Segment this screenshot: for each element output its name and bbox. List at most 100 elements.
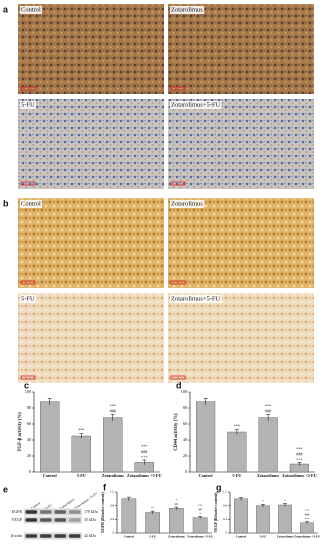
- bar: [258, 417, 278, 473]
- x-tick-label: 5-FU: [232, 473, 241, 478]
- scale-bar: [20, 181, 36, 186]
- blot-band: [40, 534, 52, 538]
- size-label: 35 kDa: [84, 517, 96, 522]
- bar: [256, 505, 270, 534]
- micrograph: [168, 99, 314, 189]
- label-background: [20, 100, 37, 109]
- micrograph-label: Zotarolimus: [171, 200, 203, 207]
- bar: [192, 517, 208, 534]
- significance-label: **: [151, 506, 155, 510]
- significance-label: *: [176, 498, 178, 502]
- panel-label: c: [24, 380, 29, 390]
- blot-band: [69, 534, 81, 538]
- x-tick-label: Zotarolimus +5-FU: [282, 473, 317, 478]
- x-tick-label: Zotarolimus: [168, 535, 186, 539]
- micrograph: [18, 99, 164, 189]
- panel-label: a: [3, 4, 9, 14]
- label-background: [170, 100, 222, 109]
- blot-band: [40, 510, 52, 514]
- micrograph-label: 5-FU: [21, 101, 35, 108]
- micrograph-label: Zotarolimus: [171, 6, 203, 13]
- x-tick-label: Zotarolimus: [102, 473, 124, 478]
- y-tick-label: 100: [181, 389, 187, 394]
- row-label: EGFR: [12, 509, 23, 514]
- label-background: [170, 294, 222, 303]
- x-tick-label: 5-FU: [260, 535, 268, 539]
- significance-label: ##: [175, 502, 179, 506]
- micrograph-label: Zotarolimus+5-FU: [171, 295, 220, 302]
- x-tick-label: Zotarolimus: [257, 473, 279, 478]
- x-tick-label: Zotarolimus: [277, 535, 295, 539]
- micrograph: [18, 293, 164, 383]
- significance-label: ***: [265, 403, 271, 408]
- blot-band: [54, 510, 66, 514]
- scale-bar: [20, 280, 36, 285]
- y-tick-label: 60: [27, 421, 31, 426]
- x-tick-label: Control: [124, 535, 135, 539]
- label-background: [170, 199, 205, 208]
- y-tick-label: 20: [27, 453, 31, 458]
- lane-label: Zotarolimus +5-FU: [73, 491, 98, 510]
- micrograph-label: Zotarolimus+5-FU: [171, 101, 220, 108]
- blot-strip: [24, 532, 82, 540]
- y-tick-label: 0: [29, 469, 31, 474]
- micrograph-label: Control: [21, 6, 41, 13]
- significance-label: ***: [296, 446, 302, 451]
- blot-band: [69, 518, 81, 522]
- bar: [234, 498, 248, 534]
- scale-bar: [170, 181, 186, 186]
- x-tick-label: 5-FU: [77, 473, 86, 478]
- label-background: [20, 294, 37, 303]
- x-tick-label: Control: [236, 535, 247, 539]
- bar: [121, 498, 137, 534]
- significance-label: ###: [265, 408, 272, 413]
- y-tick-label: 0.4: [110, 517, 114, 521]
- micrograph-label: Control: [21, 200, 41, 207]
- scale-bar: [20, 375, 36, 380]
- significance-label: ###: [305, 512, 310, 516]
- significance-label: +++: [296, 456, 304, 461]
- y-tick-label: 0.8: [110, 503, 114, 507]
- significance-label: +++: [304, 516, 310, 520]
- blot-band: [25, 534, 37, 538]
- x-tick-label: Zotarolimus +5-FU: [294, 535, 321, 539]
- significance-label: ***: [141, 444, 147, 449]
- y-tick-label: 0.4: [223, 517, 227, 521]
- significance-label: ###: [141, 449, 148, 454]
- y-tick-label: 20: [183, 453, 187, 458]
- panel-label: e: [3, 484, 8, 494]
- blot-band: [54, 534, 66, 538]
- micrograph: [168, 198, 314, 288]
- y-axis-label: CD44 activity (%): [174, 413, 179, 451]
- y-tick-label: 40: [183, 437, 187, 442]
- label-background: [170, 5, 205, 14]
- significance-label: ***: [198, 503, 203, 507]
- panel-label: g: [216, 482, 222, 492]
- y-axis-label: EGFR (Relative content): [101, 492, 105, 533]
- scale-bar: [170, 375, 186, 380]
- lane-label: Control: [30, 501, 41, 510]
- significance-label: ***: [110, 403, 116, 408]
- y-tick-label: 1.2: [223, 490, 227, 494]
- row-label: VEGF: [12, 517, 23, 522]
- blot-band: [40, 518, 52, 522]
- micrograph: [18, 198, 164, 288]
- bar: [40, 401, 60, 473]
- panel-label: b: [3, 198, 9, 208]
- x-tick-label: Zotarolimus +5-FU: [127, 473, 162, 478]
- bar: [71, 435, 91, 473]
- significance-label: ###: [110, 408, 117, 413]
- y-axis-label: TGF-β activity (%): [18, 412, 23, 452]
- significance-label: ***: [305, 508, 310, 512]
- significance-label: ***: [78, 428, 84, 433]
- blot-band: [69, 510, 81, 514]
- label-background: [20, 5, 43, 14]
- significance-label: +++: [141, 454, 149, 459]
- significance-label: *: [284, 498, 286, 502]
- blot-band: [25, 510, 37, 514]
- x-tick-label: Control: [199, 473, 214, 478]
- bar: [227, 431, 247, 473]
- x-tick-label: Control: [43, 473, 58, 478]
- significance-label: +: [199, 511, 201, 515]
